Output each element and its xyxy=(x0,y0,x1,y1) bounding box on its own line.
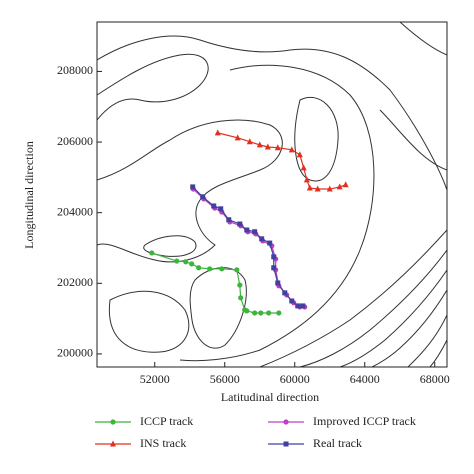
marker xyxy=(234,134,241,141)
x-tick-label: 52000 xyxy=(140,372,170,386)
marker xyxy=(314,185,321,192)
legend-label: Real track xyxy=(313,436,362,450)
marker xyxy=(211,203,217,209)
marker xyxy=(271,265,277,271)
contour xyxy=(97,53,209,121)
marker xyxy=(300,303,306,309)
contour xyxy=(259,229,447,367)
legend-marker xyxy=(110,419,116,425)
track-line xyxy=(192,186,303,307)
contour xyxy=(339,269,447,367)
y-tick-label: 208000 xyxy=(57,63,93,77)
marker xyxy=(237,282,243,288)
marker xyxy=(259,236,265,242)
marker xyxy=(226,217,232,223)
y-tick-label: 200000 xyxy=(57,346,93,360)
marker xyxy=(295,303,301,309)
x-tick-label: 64000 xyxy=(350,372,380,386)
marker xyxy=(326,185,333,192)
track-line xyxy=(151,252,279,314)
marker xyxy=(303,176,310,183)
contour xyxy=(189,267,247,349)
contour xyxy=(299,249,447,367)
contour xyxy=(399,22,447,56)
marker xyxy=(244,227,250,233)
x-tick-label: 56000 xyxy=(210,372,240,386)
marker xyxy=(218,206,224,212)
marker xyxy=(276,310,282,316)
marker xyxy=(266,310,272,316)
contour xyxy=(407,314,447,367)
marker xyxy=(237,221,243,227)
marker xyxy=(200,194,206,200)
contour xyxy=(97,119,283,263)
contour xyxy=(429,339,447,367)
marker xyxy=(342,181,349,188)
marker xyxy=(252,229,258,235)
marker xyxy=(207,266,213,272)
marker xyxy=(183,259,189,265)
track-line xyxy=(217,132,346,190)
marker xyxy=(267,240,273,246)
legend-marker xyxy=(283,419,289,425)
marker xyxy=(264,143,271,150)
y-tick-label: 204000 xyxy=(57,204,93,218)
marker xyxy=(252,310,258,316)
marker xyxy=(274,144,281,151)
marker xyxy=(174,258,180,264)
marker xyxy=(306,184,313,191)
legend-label: INS track xyxy=(140,436,186,450)
legend-label: ICCP track xyxy=(140,414,193,428)
contour xyxy=(97,139,171,181)
marker xyxy=(336,183,343,190)
marker xyxy=(296,151,303,158)
x-tick-label: 68000 xyxy=(420,372,450,386)
contour xyxy=(294,97,339,182)
contour xyxy=(371,289,447,367)
contour xyxy=(97,35,447,191)
marker xyxy=(234,267,240,273)
marker xyxy=(190,184,196,190)
marker xyxy=(256,141,263,148)
marker xyxy=(219,266,225,272)
marker xyxy=(214,129,221,136)
contour xyxy=(179,64,375,362)
legend-label: Improved ICCP track xyxy=(313,414,416,428)
marker xyxy=(282,290,288,296)
y-tick-label: 202000 xyxy=(57,275,93,289)
marker xyxy=(300,164,307,171)
x-tick-label: 60000 xyxy=(280,372,310,386)
contour xyxy=(143,235,197,257)
plot-frame xyxy=(96,21,448,368)
marker xyxy=(289,298,295,304)
y-tick-label: 206000 xyxy=(57,134,93,148)
marker xyxy=(258,310,264,316)
contours xyxy=(97,22,447,367)
marker xyxy=(149,250,155,256)
marker xyxy=(189,261,195,267)
marker xyxy=(275,280,281,286)
y-axis-label: Longitudinal direction xyxy=(22,141,36,249)
contour xyxy=(379,109,447,171)
legend-marker xyxy=(110,440,116,447)
contour xyxy=(108,290,190,353)
track-line xyxy=(192,188,305,308)
marker xyxy=(196,265,202,271)
marker xyxy=(244,308,250,314)
marker xyxy=(271,254,277,260)
legend-marker xyxy=(283,441,289,447)
marker xyxy=(238,295,244,301)
x-axis-label: Latitudinal direction xyxy=(221,390,319,404)
marker xyxy=(288,146,295,153)
marker xyxy=(246,138,253,145)
